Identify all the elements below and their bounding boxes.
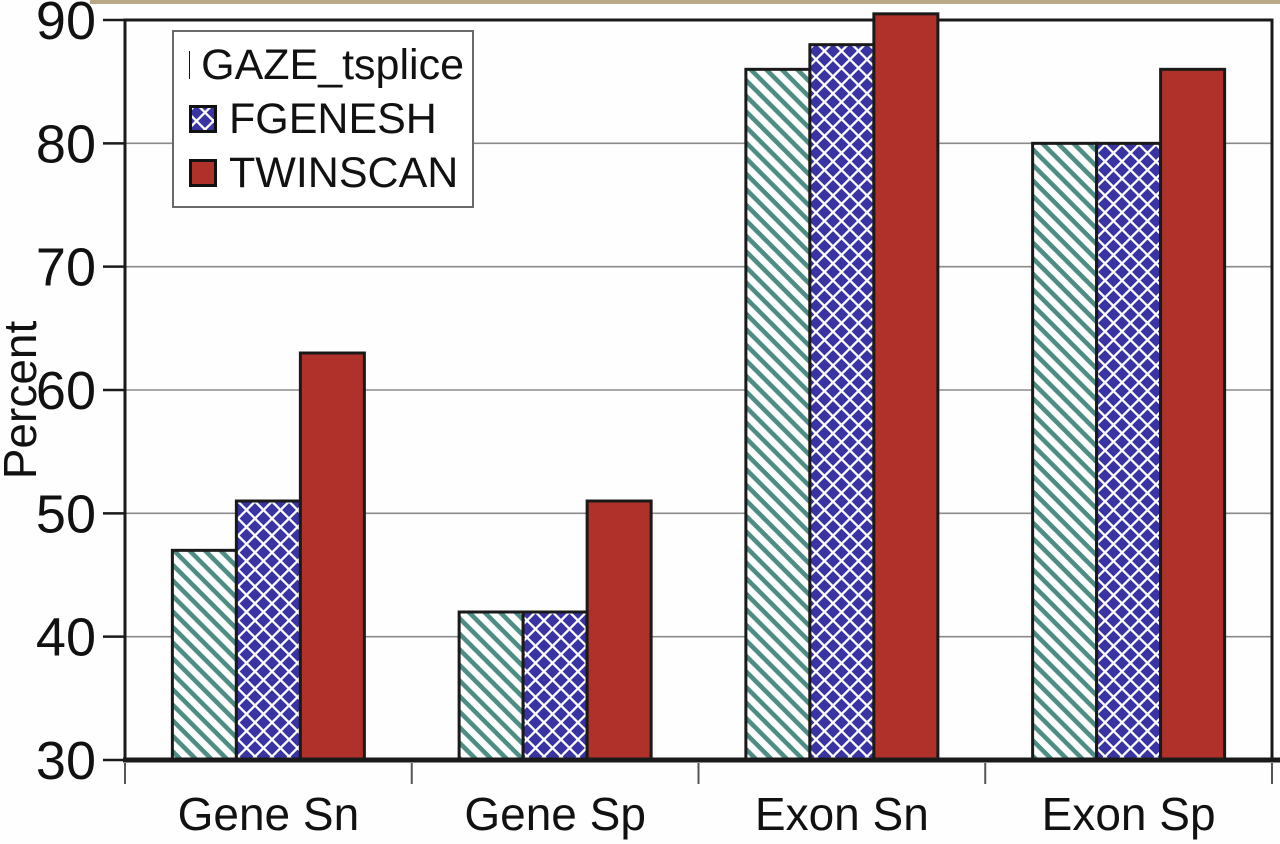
bar-gaze_tsplice-gene-sn <box>170 548 238 762</box>
bar-gaze_tsplice-exon-sp <box>1031 141 1099 762</box>
legend-swatch-diamonds <box>189 105 217 133</box>
x-category-label: Gene Sp <box>464 788 646 840</box>
legend-label: TWINSCAN <box>229 148 459 197</box>
y-axis-title: Percent <box>0 321 46 480</box>
legend-item-fgenesh: FGENESH <box>188 94 464 143</box>
x-category-label: Gene Sn <box>178 788 360 840</box>
x-category-label: Exon Sn <box>755 788 929 840</box>
y-tick-label: 40 <box>36 608 96 668</box>
y-tick-label: 30 <box>36 731 96 791</box>
x-axis-ticks <box>124 763 1273 784</box>
bar-twinscan-gene-sp <box>585 499 653 762</box>
bar-gaze_tsplice-gene-sp <box>457 610 525 762</box>
legend-label: FGENESH <box>229 94 437 143</box>
y-axis-ticks <box>103 18 125 762</box>
bar-fgenesh-exon-sp <box>1095 141 1163 762</box>
bar-fgenesh-gene-sp <box>521 610 589 762</box>
bar-fgenesh-exon-sn <box>808 43 876 762</box>
y-axis-tick-labels: 30 40 50 60 70 80 90 <box>36 0 96 791</box>
legend: GAZE_tsplice FGENESH TWINSCAN <box>172 30 474 208</box>
y-tick-label: 90 <box>36 0 96 51</box>
x-axis-category-labels: Gene Sn Gene Sp Exon Sn Exon Sp <box>178 788 1216 840</box>
bar-gaze_tsplice-exon-sn <box>744 67 812 762</box>
legend-item-twinscan: TWINSCAN <box>188 148 464 197</box>
y-tick-label: 70 <box>36 238 96 298</box>
y-tick-label: 60 <box>36 361 96 421</box>
legend-item-gaze_tsplice: GAZE_tsplice <box>188 40 464 89</box>
x-category-label: Exon Sp <box>1042 788 1216 840</box>
bar-twinscan-gene-sn <box>298 351 366 762</box>
y-tick-label: 50 <box>36 484 96 544</box>
bar-fgenesh-gene-sn <box>234 499 302 762</box>
legend-label: GAZE_tsplice <box>201 40 464 89</box>
bars <box>170 12 1227 762</box>
y-tick-label: 80 <box>36 114 96 174</box>
bar-twinscan-exon-sp <box>1159 67 1227 762</box>
legend-swatch-stripes <box>189 51 191 79</box>
bar-twinscan-exon-sn <box>872 12 940 762</box>
scan-edge-artifact <box>90 0 1280 4</box>
legend-swatch-solid <box>189 159 217 187</box>
